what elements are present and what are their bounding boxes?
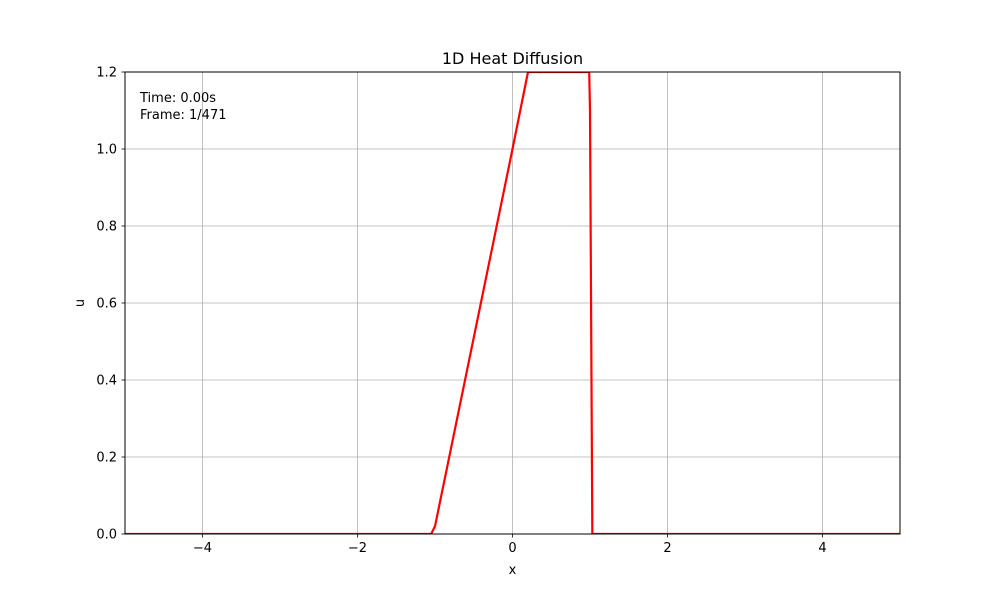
y-tick-label: 0.6 xyxy=(96,297,117,312)
series-layer xyxy=(125,72,900,534)
ticks: −4 −2 0 2 4 0.0 0.2 0.4 0.6 0.8 1.0 1.2 xyxy=(96,66,826,557)
x-tick-label: 4 xyxy=(818,541,826,556)
y-tick-label: 1.2 xyxy=(96,66,117,81)
y-axis-label: u xyxy=(73,299,88,307)
x-tick-label: −2 xyxy=(348,541,367,556)
time-annotation: Time: 0.00s xyxy=(139,91,216,106)
frame-annotation: Frame: 1/471 xyxy=(140,108,226,123)
y-tick-label: 0.8 xyxy=(96,220,117,235)
chart-title: 1D Heat Diffusion xyxy=(442,49,583,68)
y-tick-label: 0.0 xyxy=(96,528,117,543)
x-tick-label: 2 xyxy=(663,541,671,556)
y-tick-label: 1.0 xyxy=(96,143,117,158)
x-tick-label: −4 xyxy=(193,541,212,556)
y-tick-label: 0.4 xyxy=(96,374,117,389)
y-tick-label: 0.2 xyxy=(96,451,117,466)
x-tick-label: 0 xyxy=(508,541,516,556)
x-axis-label: x xyxy=(509,563,517,578)
grid xyxy=(125,71,900,535)
temperature-profile-line xyxy=(125,72,900,534)
